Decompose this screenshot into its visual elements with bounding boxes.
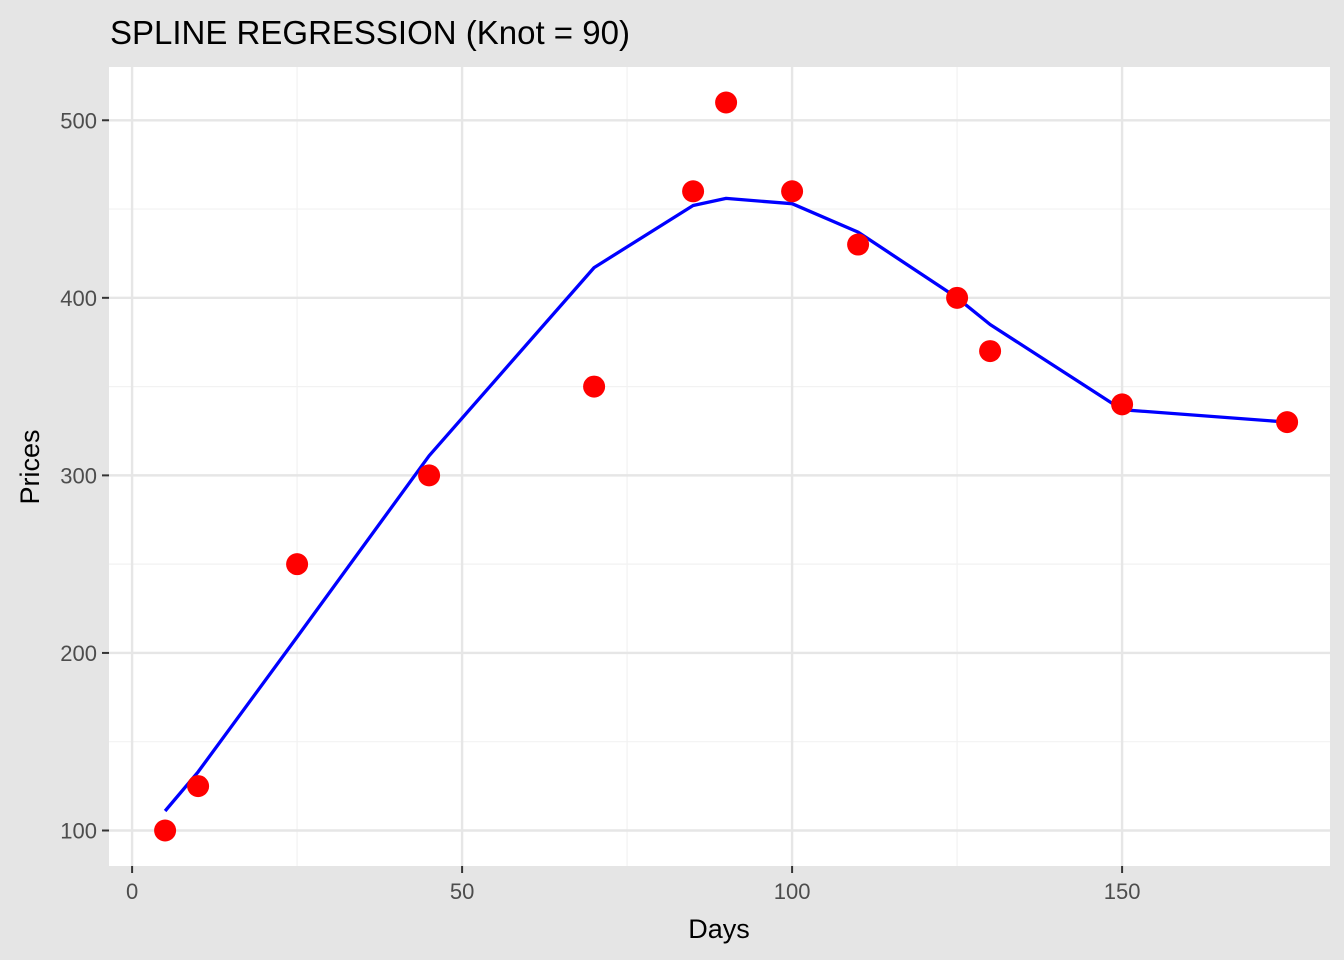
data-point xyxy=(682,180,705,203)
data-point xyxy=(715,91,738,114)
data-point xyxy=(1111,393,1134,416)
y-tick-label: 100 xyxy=(60,818,97,843)
data-point xyxy=(418,464,441,487)
y-tick-label: 400 xyxy=(60,286,97,311)
data-point xyxy=(187,775,210,798)
data-point xyxy=(583,375,606,398)
data-point xyxy=(979,340,1002,363)
data-points xyxy=(154,91,1299,842)
x-tick-label: 50 xyxy=(450,879,474,904)
data-point xyxy=(847,233,870,256)
x-tick-label: 0 xyxy=(126,879,138,904)
y-tick-label: 300 xyxy=(60,463,97,488)
x-tick-label: 150 xyxy=(1104,879,1141,904)
y-tick-label: 200 xyxy=(60,641,97,666)
data-point xyxy=(286,553,309,576)
chart-title: SPLINE REGRESSION (Knot = 90) xyxy=(110,14,630,51)
y-axis-title: Prices xyxy=(15,429,45,504)
x-tick-label: 100 xyxy=(774,879,811,904)
grid-lines xyxy=(109,67,1330,866)
data-point xyxy=(1276,411,1299,434)
panel-background xyxy=(109,67,1330,866)
data-point xyxy=(781,180,804,203)
spline-fit-line xyxy=(163,196,1288,813)
y-tick-label: 500 xyxy=(60,108,97,133)
fitted-spline-line xyxy=(163,196,1288,813)
x-axis-title: Days xyxy=(688,914,750,944)
data-point xyxy=(154,819,177,842)
data-point xyxy=(946,286,969,309)
axes: 0 50 100 150 100 200 300 400 500 xyxy=(60,108,1140,904)
